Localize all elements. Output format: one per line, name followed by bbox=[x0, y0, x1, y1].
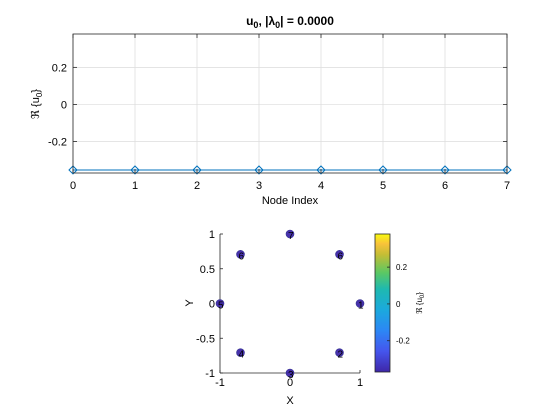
y-tick-label: -0.5 bbox=[196, 333, 215, 345]
data-marker bbox=[378, 165, 388, 175]
scatter-point bbox=[285, 368, 295, 378]
x-tick-label: 0 bbox=[70, 180, 76, 192]
x-tick-label: 7 bbox=[504, 180, 510, 192]
x-axis-label: X bbox=[286, 395, 294, 407]
scatter-point bbox=[355, 299, 365, 308]
point-label: 1 bbox=[358, 301, 364, 312]
x-tick-label: 6 bbox=[442, 180, 448, 192]
y-tick-label: -0.2 bbox=[48, 136, 67, 148]
colorbar-tick-label: 0.2 bbox=[396, 263, 408, 272]
axes bbox=[72, 33, 508, 174]
x-tick-label: 3 bbox=[256, 180, 262, 192]
scatter-point bbox=[335, 250, 344, 259]
x-axis-label: Node Index bbox=[262, 195, 319, 207]
y-tick-label: 0.2 bbox=[52, 62, 67, 74]
scatter-point bbox=[215, 299, 225, 308]
point-label: 6 bbox=[337, 251, 343, 262]
scatter-points bbox=[215, 229, 365, 378]
x-tick-label: 1 bbox=[357, 377, 363, 389]
scatter-point bbox=[236, 348, 245, 357]
point-label: 2 bbox=[337, 350, 343, 361]
data-marker bbox=[316, 165, 326, 175]
data-marker bbox=[440, 165, 450, 175]
y-tick-label: -1 bbox=[205, 368, 215, 380]
point-label: 4 bbox=[239, 350, 245, 361]
plot-box bbox=[72, 33, 508, 174]
point-label: 6 bbox=[239, 251, 245, 262]
y-axis-label: ℜ {u0} bbox=[30, 89, 44, 119]
y-tick-label: 0 bbox=[61, 99, 67, 111]
y-tick-labels: -1 -0.5 0 0.5 1 bbox=[196, 229, 215, 380]
point-label: 7 bbox=[288, 231, 294, 242]
x-tick-label: 0 bbox=[287, 377, 293, 389]
scatter-chart: 1 2 3 4 5 6 6 7 -1 0 1 -1 -0.5 0 0.5 1 X Y bbox=[184, 229, 365, 407]
series-line bbox=[68, 165, 512, 175]
y-tick-labels: -0.2 0 0.2 bbox=[48, 62, 67, 148]
y-tick-label: 0.5 bbox=[200, 264, 215, 276]
point-labels: 1 2 3 4 5 6 6 7 bbox=[218, 231, 364, 381]
data-marker bbox=[68, 165, 78, 175]
colorbar-gradient bbox=[374, 233, 391, 373]
colorbar: -0.2 0 0.2 ℜ {u0} bbox=[374, 233, 426, 373]
data-marker bbox=[192, 165, 202, 175]
point-label: 5 bbox=[218, 301, 224, 312]
grid bbox=[72, 34, 508, 173]
x-tick-label: 1 bbox=[132, 180, 138, 192]
x-tick-label: -1 bbox=[215, 377, 225, 389]
data-marker bbox=[130, 165, 140, 175]
y-tick-label: 1 bbox=[209, 229, 215, 241]
colorbar-ticks: -0.2 0 0.2 bbox=[387, 263, 410, 346]
point-label: 3 bbox=[288, 370, 294, 381]
x-tick-labels: -1 0 1 bbox=[215, 377, 363, 389]
data-marker bbox=[502, 165, 512, 175]
y-axis-label: Y bbox=[184, 299, 196, 307]
colorbar-tick-label: -0.2 bbox=[396, 337, 410, 346]
scatter-point bbox=[335, 348, 344, 357]
x-tick-label: 5 bbox=[380, 180, 386, 192]
x-tick-label: 4 bbox=[318, 180, 324, 192]
y-tick-label: 0 bbox=[209, 299, 215, 311]
x-tick-labels: 0 1 2 3 4 5 6 7 bbox=[70, 180, 510, 192]
colorbar-tick-label: 0 bbox=[396, 300, 401, 309]
colorbar-label: ℜ {u0} bbox=[415, 292, 426, 314]
line-chart: u0, |λ0| = 0.0000 0 1 2 3 4 5 6 7 -0.2 0 0.2 Node… bbox=[30, 14, 512, 207]
chart-title: u0, |λ0| = 0.0000 bbox=[246, 14, 334, 30]
scatter-point bbox=[236, 250, 245, 259]
data-marker bbox=[254, 165, 264, 175]
x-tick-label: 2 bbox=[194, 180, 200, 192]
scatter-point bbox=[285, 229, 295, 239]
